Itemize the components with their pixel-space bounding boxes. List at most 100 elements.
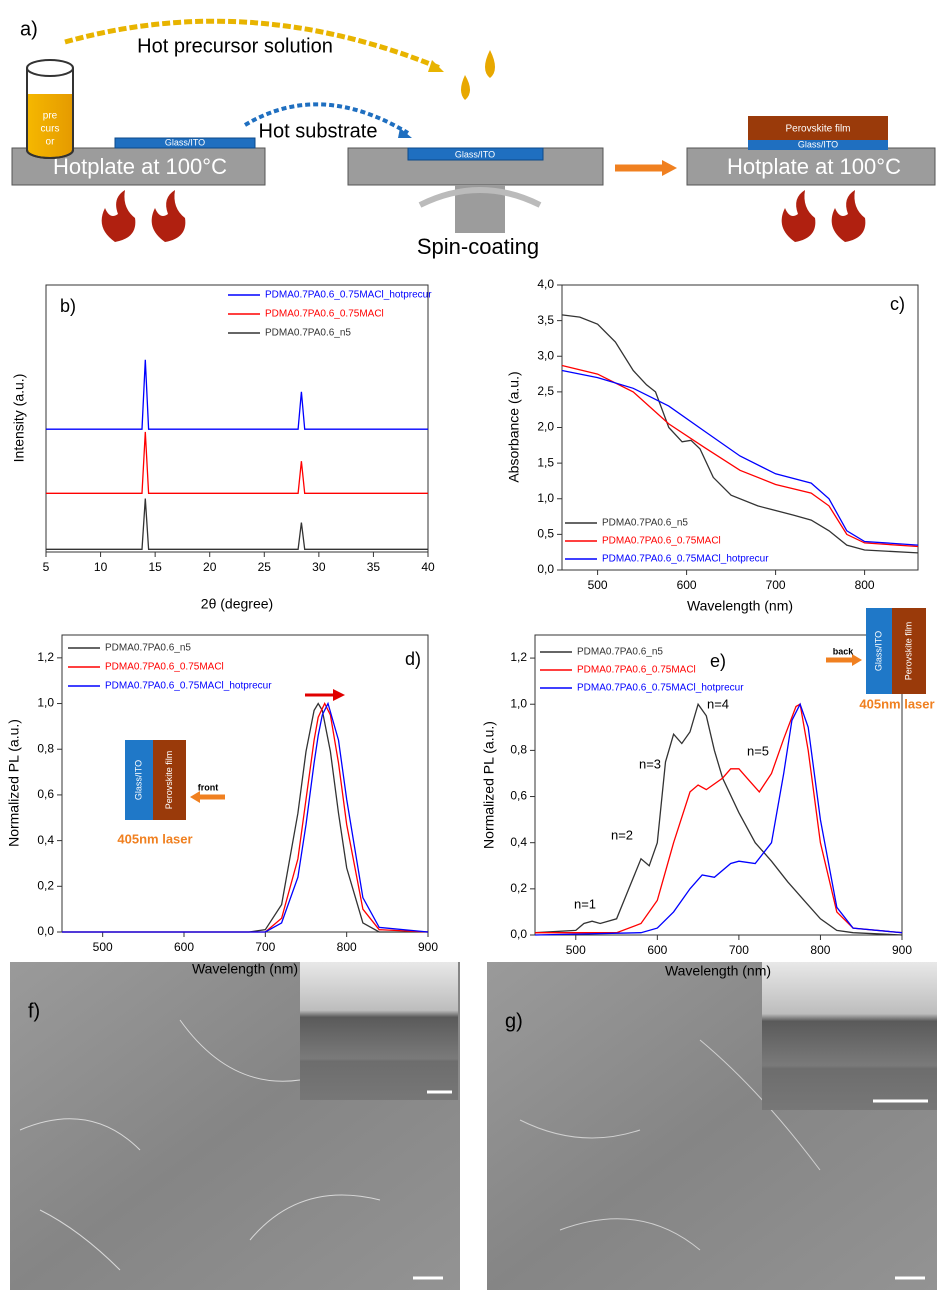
label: Glass/ITO — [455, 149, 495, 159]
y-tick-label: 3,5 — [537, 313, 554, 327]
arrowhead — [428, 60, 444, 72]
x-tick-label: 700 — [729, 943, 749, 957]
sem-g: g) — [487, 962, 937, 1290]
inset-label: back — [833, 646, 855, 656]
x-tick-label: 500 — [588, 578, 608, 592]
x-tick-label: 900 — [892, 943, 912, 957]
plot-frame — [45, 284, 429, 553]
cracks — [19, 1019, 381, 1271]
inset-label: 405nm laser — [859, 696, 934, 711]
x-tick-label: 700 — [766, 578, 786, 592]
panel-label: b) — [60, 296, 76, 316]
y-tick-label: 0,2 — [37, 878, 54, 892]
legend-label: PDMA0.7PA0.6_0.75MACl — [602, 536, 721, 547]
y-tick-label: 0,2 — [510, 881, 527, 895]
legend-label: PDMA0.7PA0.6_0.75MACl_hotprecur — [577, 683, 744, 694]
annotation: n=1 — [574, 896, 596, 911]
y-tick-label: 0,5 — [537, 527, 554, 541]
panel-label: e) — [710, 651, 726, 671]
panel-label: d) — [405, 649, 421, 669]
y-axis-label: Intensity (a.u.) — [11, 374, 27, 463]
y-tick-label: 2,5 — [537, 384, 554, 398]
x-tick-label: 800 — [337, 940, 357, 954]
legend-label: PDMA0.7PA0.6_n5 — [577, 647, 663, 658]
y-tick-label: 0,8 — [37, 741, 54, 755]
inset-arrowhead — [852, 654, 862, 666]
arrow — [64, 18, 441, 71]
x-tick-label: 25 — [258, 560, 272, 574]
chart: 500 600 700 800 0,0 0,5 1,0 1,5 2,0 2,5 3,0 3,5 4,0 W… — [506, 277, 919, 614]
series-line — [46, 498, 428, 550]
y-tick-label: 1,5 — [537, 455, 554, 469]
chart: 500 600 700 800 900 0,0 0,2 0,4 0,6 0,8 1,0 1,2 Wave… — [6, 634, 438, 977]
series-line — [561, 314, 919, 554]
label: or — [46, 137, 56, 148]
inset-image — [762, 962, 937, 1110]
series-line — [62, 701, 429, 933]
annotation: n=4 — [707, 696, 729, 711]
y-tick-label: 0,6 — [510, 789, 527, 803]
beaker-outline — [26, 68, 74, 159]
drop — [485, 50, 495, 78]
series-line — [46, 431, 428, 494]
y-tick-label: 2,0 — [537, 420, 554, 434]
label: Glass/ITO — [165, 137, 205, 147]
inset-film — [153, 740, 186, 820]
x-tick-label: 600 — [174, 940, 194, 954]
panel-label: c) — [890, 294, 905, 314]
x-tick-label: 600 — [647, 943, 667, 957]
y-axis-label: Normalized PL (a.u.) — [6, 719, 22, 847]
label: Hot substrate — [259, 120, 378, 142]
glass — [407, 147, 544, 161]
series-line — [46, 359, 428, 430]
legend-label: PDMA0.7PA0.6_0.75MACl — [105, 662, 224, 673]
x-tick-label: 15 — [148, 560, 162, 574]
inset-label: front — [198, 782, 219, 792]
annotation: n=2 — [611, 827, 633, 842]
legend-label: PDMA0.7PA0.6_n5 — [265, 328, 351, 339]
x-tick-label: 500 — [93, 940, 113, 954]
arrow — [243, 102, 410, 135]
x-tick-label: 800 — [810, 943, 830, 957]
chart: 5 10 15 20 25 30 35 40 2θ (degree) Intensity (a.u… — [11, 284, 435, 612]
x-tick-label: 10 — [94, 560, 108, 574]
plot-frame — [61, 634, 429, 933]
drop — [461, 75, 470, 100]
x-tick-label: 35 — [367, 560, 381, 574]
x-tick-label: 40 — [421, 560, 435, 574]
rotation — [418, 187, 542, 208]
label: Hotplate at 100°C — [53, 154, 227, 179]
flames — [101, 190, 866, 242]
y-tick-label: 1,2 — [37, 650, 54, 664]
annotation: n=5 — [747, 743, 769, 758]
arrowhead — [662, 160, 677, 176]
cracks — [519, 1039, 821, 1251]
x-axis-label: Wavelength (nm) — [687, 598, 793, 614]
y-tick-label: 0,4 — [510, 835, 527, 849]
inset-substrate — [125, 740, 153, 820]
legend-label: PDMA0.7PA0.6_n5 — [105, 643, 191, 654]
x-axis-label: Wavelength (nm) — [192, 961, 298, 977]
label: Hotplate at 100°C — [727, 154, 901, 179]
panel-label: a) — [20, 18, 38, 40]
chart: 500 600 700 800 900 0,0 0,2 0,4 0,6 0,8 1,0 1,2 Wave… — [481, 608, 935, 979]
glass — [114, 137, 256, 149]
x-tick-label: 700 — [255, 940, 275, 954]
inset-label: Perovskite film — [903, 622, 913, 681]
x-tick-label: 30 — [312, 560, 326, 574]
label: pre — [43, 111, 58, 122]
label: Hot precursor solution — [137, 35, 333, 57]
panel-label: f) — [28, 1000, 40, 1022]
y-axis-label: Absorbance (a.u.) — [506, 371, 522, 482]
inset-arrowhead — [190, 791, 200, 803]
label: curs — [41, 124, 60, 135]
y-tick-label: 0,0 — [537, 562, 554, 576]
y-tick-label: 1,2 — [510, 650, 527, 664]
legend-label: PDMA0.7PA0.6_0.75MACl — [577, 665, 696, 676]
y-tick-label: 3,0 — [537, 348, 554, 362]
series-line — [62, 702, 429, 933]
legend-label: PDMA0.7PA0.6_0.75MACl_hotprecur — [265, 290, 432, 301]
label: Spin-coating — [417, 234, 539, 259]
shift-arrowhead — [333, 689, 345, 701]
